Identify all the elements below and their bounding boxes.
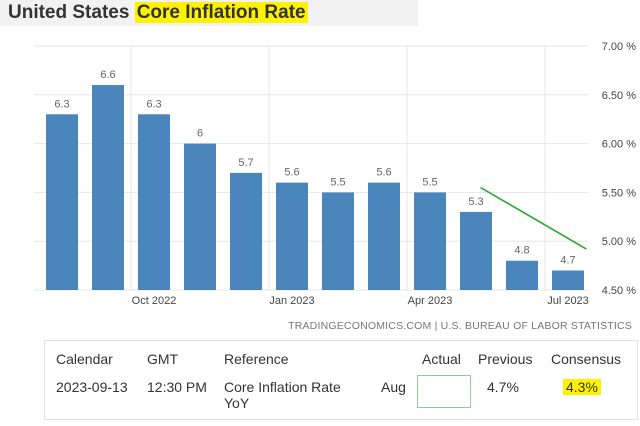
bar <box>276 182 308 290</box>
col-header-actual: Actual <box>422 351 461 367</box>
bar <box>552 270 584 290</box>
bar <box>230 172 262 290</box>
bar-value-label: 4.7 <box>560 254 575 266</box>
y-tick-label: 4.50 % <box>602 285 636 297</box>
bar <box>46 114 78 290</box>
event-date: 2023-09-13 <box>56 379 128 395</box>
bar-value-label: 5.6 <box>284 167 299 179</box>
bar-value-label: 5.5 <box>330 176 345 188</box>
source-text: TRADINGECONOMICS.COM | U.S. BUREAU OF LA… <box>288 320 632 332</box>
bar <box>460 211 492 290</box>
bar <box>414 192 446 290</box>
col-header-previous: Previous <box>478 351 533 367</box>
event-reference-line2: YoY <box>224 395 250 411</box>
event-reference[interactable]: Core Inflation Rate YoY <box>224 379 341 411</box>
consensus-value: 4.3% <box>563 379 601 395</box>
bar-value-label: 5.7 <box>238 157 253 169</box>
x-tick-label: Apr 2023 <box>408 295 453 307</box>
bar-value-label: 5.6 <box>376 167 391 179</box>
col-header-consensus: Consensus <box>551 351 622 367</box>
y-tick-label: 6.50 % <box>602 90 636 102</box>
y-tick-label: 6.00 % <box>602 139 636 151</box>
economic-calendar: Calendar GMT Reference Actual Previous C… <box>44 340 638 420</box>
x-tick-label: Jan 2023 <box>269 295 314 307</box>
bar-value-label: 6.3 <box>146 98 161 110</box>
bar <box>92 85 124 290</box>
bar-value-label: 5.3 <box>468 196 483 208</box>
y-tick-label: 5.50 % <box>602 187 636 199</box>
y-tick-label: 5.00 % <box>602 236 636 248</box>
bar-value-label: 4.8 <box>514 245 529 257</box>
x-tick-label: Jul 2023 <box>547 295 589 307</box>
event-period: Aug <box>381 379 406 395</box>
bar <box>138 114 170 290</box>
trend-line-annotation <box>480 186 587 250</box>
title-highlight: Core Inflation Rate <box>134 2 308 23</box>
col-header-calendar: Calendar <box>56 351 113 367</box>
x-tick-label: Oct 2022 <box>132 295 177 307</box>
title-bar: United States Core Inflation Rate <box>0 0 418 26</box>
bar <box>322 192 354 290</box>
event-time: 12:30 PM <box>147 379 207 395</box>
bar <box>506 260 538 290</box>
bar-value-label: 5.5 <box>422 176 437 188</box>
col-header-gmt: GMT <box>147 351 179 367</box>
bar-value-label: 6.6 <box>100 69 115 81</box>
actual-value-box <box>417 375 471 408</box>
page-title: United States Core Inflation Rate <box>8 2 308 24</box>
col-header-reference: Reference <box>224 351 289 367</box>
previous-value: 4.7% <box>487 379 519 395</box>
bar-value-label: 6 <box>197 128 203 140</box>
y-tick-label: 7.00 % <box>602 41 636 53</box>
event-reference-line1: Core Inflation Rate <box>224 379 341 395</box>
inflation-bar-chart: 4.50 % 5.00 % 5.50 % 6.00 % 6.50 % 7.00 % 6.3 6… <box>34 41 636 307</box>
source-credit: TRADINGECONOMICS.COM | U.S. BUREAU OF LA… <box>0 320 640 332</box>
title-prefix: United States <box>8 2 130 23</box>
consensus-value-text: 4.3% <box>563 379 601 395</box>
bar <box>184 143 216 290</box>
bar <box>368 182 400 290</box>
bar-value-label: 6.3 <box>54 98 69 110</box>
